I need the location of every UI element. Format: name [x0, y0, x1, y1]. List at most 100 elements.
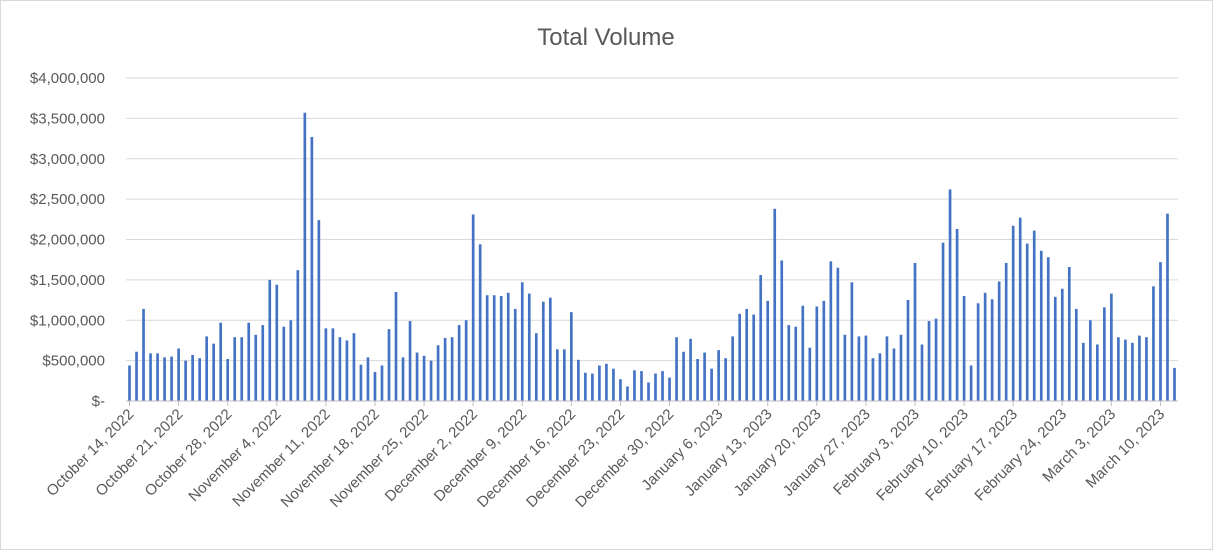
- bar: [177, 348, 180, 401]
- bar: [296, 270, 300, 401]
- bar: [724, 358, 727, 401]
- bar: [913, 262, 917, 401]
- bar: [191, 354, 194, 401]
- bar: [577, 359, 580, 401]
- bar: [373, 371, 377, 401]
- bar: [759, 275, 763, 401]
- bar: [226, 359, 230, 401]
- bar: [464, 320, 468, 401]
- y-tick-label: $1,000,000: [30, 312, 105, 329]
- bar: [787, 325, 791, 401]
- bar: [969, 365, 973, 401]
- bar: [752, 314, 756, 401]
- x-tick-label: December 2, 2022: [382, 406, 481, 505]
- bar: [899, 334, 903, 401]
- chart-title: Total Volume: [537, 24, 674, 51]
- x-tick-label: October 14, 2022: [43, 406, 137, 500]
- bar: [605, 363, 608, 401]
- bar: [212, 343, 215, 401]
- bar: [1103, 307, 1106, 401]
- bar: [1159, 262, 1162, 401]
- bar: [822, 300, 826, 401]
- bar: [570, 312, 573, 401]
- bars: [128, 112, 1176, 402]
- bar: [766, 300, 770, 401]
- bar: [1124, 339, 1127, 401]
- bar: [773, 208, 777, 401]
- y-tick-label: $4,000,000: [30, 70, 105, 87]
- bar: [1081, 342, 1085, 401]
- bar: [808, 347, 812, 401]
- bar: [443, 338, 447, 401]
- bar: [864, 335, 868, 401]
- bar: [654, 373, 657, 401]
- bar: [142, 308, 145, 401]
- bar: [387, 329, 391, 401]
- bar: [1117, 337, 1120, 401]
- bar: [303, 112, 307, 401]
- bar: [450, 337, 454, 401]
- bar: [156, 353, 159, 401]
- x-tick-label: January 27, 2023: [780, 406, 874, 500]
- bar: [548, 297, 552, 401]
- y-tick-label: $-: [92, 393, 105, 410]
- bar: [584, 372, 587, 401]
- bar: [934, 318, 938, 401]
- bar: [710, 368, 713, 401]
- bar: [745, 308, 749, 401]
- bar: [857, 336, 861, 401]
- bar: [1011, 225, 1015, 401]
- x-tick-label: February 3, 2023: [830, 406, 923, 499]
- bar: [1018, 217, 1022, 401]
- bar: [591, 373, 594, 401]
- bar: [626, 386, 629, 401]
- bar: [1152, 286, 1155, 401]
- bar: [976, 303, 980, 401]
- bar: [352, 333, 356, 401]
- x-tick-label: February 17, 2023: [922, 406, 1021, 505]
- bar: [1173, 367, 1176, 401]
- bar: [647, 382, 650, 401]
- bar: [499, 296, 503, 401]
- bar: [850, 282, 854, 401]
- bar: [310, 136, 314, 401]
- bar: [1145, 337, 1148, 401]
- x-tick-label: November 4, 2022: [185, 406, 284, 505]
- bar: [170, 356, 173, 401]
- bar: [892, 348, 896, 401]
- bar: [317, 220, 321, 401]
- bar: [843, 334, 847, 401]
- bar: [906, 300, 910, 401]
- bar: [703, 352, 706, 401]
- bar: [1131, 342, 1134, 401]
- bar: [1074, 308, 1078, 401]
- bar: [429, 360, 433, 402]
- bar: [247, 322, 251, 401]
- gridlines: [126, 77, 1178, 362]
- bar: [801, 305, 805, 401]
- y-tick-label: $1,500,000: [30, 272, 105, 289]
- bar: [612, 368, 615, 401]
- bar: [598, 365, 601, 401]
- bar: [184, 360, 187, 402]
- bar: [394, 291, 398, 401]
- bar: [927, 321, 931, 401]
- bar: [457, 325, 461, 401]
- bar: [689, 338, 692, 401]
- bar: [149, 353, 152, 401]
- bar: [219, 322, 223, 401]
- bar: [163, 357, 166, 401]
- bar: [366, 357, 370, 401]
- bar: [997, 281, 1001, 401]
- bar: [401, 357, 405, 401]
- bar: [282, 326, 286, 401]
- bar: [471, 214, 475, 401]
- bar: [794, 326, 798, 401]
- bar: [289, 320, 293, 401]
- bar: [345, 340, 349, 401]
- y-tick-label: $500,000: [42, 353, 105, 370]
- bar: [324, 328, 328, 401]
